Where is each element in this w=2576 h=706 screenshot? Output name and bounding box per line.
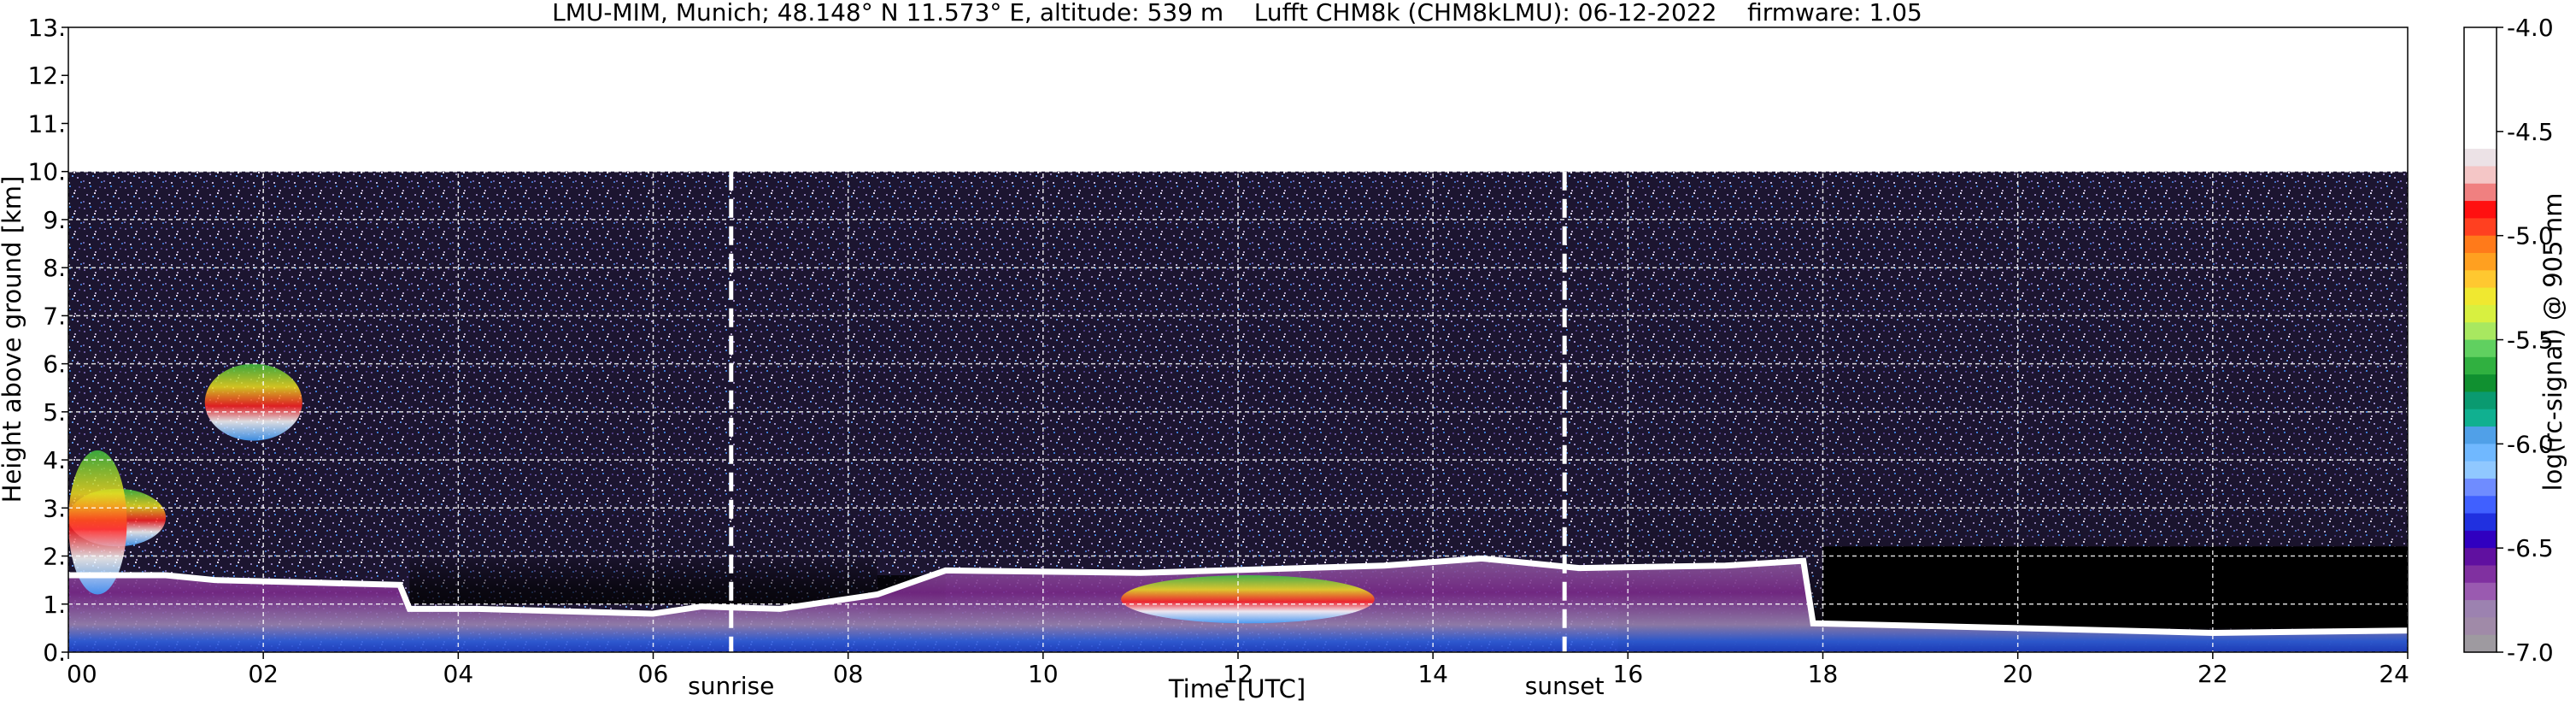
x-tick-label: 24 (2379, 660, 2409, 688)
colorbar-segment (2464, 287, 2497, 306)
colorbar-label: log(rc-signal) @ 905 nm (2538, 193, 2567, 491)
y-tick-label: 13. (27, 14, 66, 42)
x-tick-label: 00 (67, 660, 97, 688)
y-tick-label: 3. (43, 494, 66, 522)
colorbar-segment (2464, 582, 2497, 601)
colorbar-tick-label: -6.5 (2507, 534, 2554, 562)
cloud-patch-1 (68, 450, 127, 595)
colorbar-segment (2464, 548, 2497, 567)
cloud-patch-2 (204, 363, 302, 441)
colorbar-segment (2464, 634, 2497, 653)
early-dark-region (409, 498, 877, 604)
boundary-layer-top-line (68, 555, 2408, 637)
colorbar-segment (2464, 97, 2497, 115)
colorbar-tick-label: -5.0 (2507, 222, 2554, 250)
colorbar-tick-label: -4.0 (2507, 14, 2554, 42)
colorbar-segment (2464, 79, 2497, 97)
y-tick-label: 5. (43, 398, 66, 427)
y-tick-label: 1. (43, 591, 66, 619)
y-tick-label: 8. (43, 254, 66, 282)
colorbar-segment (2464, 114, 2497, 132)
colorbar-segment (2464, 496, 2497, 515)
colorbar-segment (2464, 339, 2497, 358)
y-tick-label: 4. (43, 446, 66, 474)
y-tick-label: 12. (27, 62, 66, 90)
colorbar-segment (2464, 513, 2497, 532)
colorbar-segment (2464, 374, 2497, 393)
y-tick-label: 9. (43, 206, 66, 234)
sunrise-label: sunrise (688, 672, 774, 700)
x-axis-label: Time [UTC] (1168, 674, 1306, 703)
colorbar-segment (2464, 252, 2497, 271)
colorbar-tick-label: -6.0 (2507, 430, 2554, 458)
x-tick-label: 06 (638, 660, 669, 688)
colorbar-segment (2464, 478, 2497, 497)
colorbar-segment (2464, 391, 2497, 410)
colorbar-segment (2464, 183, 2497, 202)
colorbar-segment (2464, 600, 2497, 618)
x-tick-label: 04 (443, 660, 474, 688)
colorbar-segment (2464, 149, 2497, 168)
colorbar-segment (2464, 44, 2497, 63)
x-tick-label: 12 (1223, 660, 1253, 688)
colorbar-segment (2464, 461, 2497, 479)
colorbar-segment (2464, 166, 2497, 185)
y-tick-label: 7. (43, 302, 66, 330)
x-tick-label: 02 (248, 660, 279, 688)
x-tick-label: 18 (1808, 660, 1839, 688)
x-tick-label: 16 (1613, 660, 1644, 688)
colorbar-tick-label: -7.0 (2507, 638, 2554, 667)
sunset-label: sunset (1525, 672, 1605, 700)
colorbar-segment (2464, 131, 2497, 150)
cloud-patch-3 (1121, 575, 1375, 624)
colorbar-segment (2464, 444, 2497, 462)
colorbar-segment (2464, 322, 2497, 341)
late-night-dark-block (1822, 546, 2408, 628)
colorbar-segment (2464, 235, 2497, 254)
y-tick-label: 11. (27, 109, 66, 138)
colorbar-segment (2464, 304, 2497, 323)
colorbar-segment (2464, 565, 2497, 584)
chart-title: LMU-MIM, Munich; 48.148° N 11.573° E, al… (552, 0, 1922, 26)
colorbar-segment (2464, 427, 2497, 444)
y-tick-label: 6. (43, 350, 66, 379)
y-tick-label: 10. (27, 158, 66, 186)
colorbar-segment (2464, 201, 2497, 219)
colorbar-tick-label: -5.5 (2507, 327, 2554, 355)
colorbar-segment (2464, 27, 2497, 45)
x-tick-label: 22 (2198, 660, 2228, 688)
x-tick-label: 08 (833, 660, 864, 688)
colorbar-segment (2464, 270, 2497, 289)
y-axis-label: Height above ground [km] (0, 176, 26, 503)
y-tick-label: 2. (43, 543, 66, 571)
colorbar-tick-label: -4.5 (2507, 118, 2554, 146)
x-tick-label: 14 (1417, 660, 1448, 688)
y-tick-label: 0. (43, 638, 66, 667)
colorbar-segment (2464, 530, 2497, 549)
x-tick-label: 20 (2003, 660, 2033, 688)
colorbar-segment (2464, 218, 2497, 237)
x-tick-label: 10 (1028, 660, 1059, 688)
colorbar-segment (2464, 356, 2497, 375)
colorbar-segment (2464, 617, 2497, 636)
colorbar-segment (2464, 409, 2497, 427)
colorbar-segment (2464, 62, 2497, 80)
